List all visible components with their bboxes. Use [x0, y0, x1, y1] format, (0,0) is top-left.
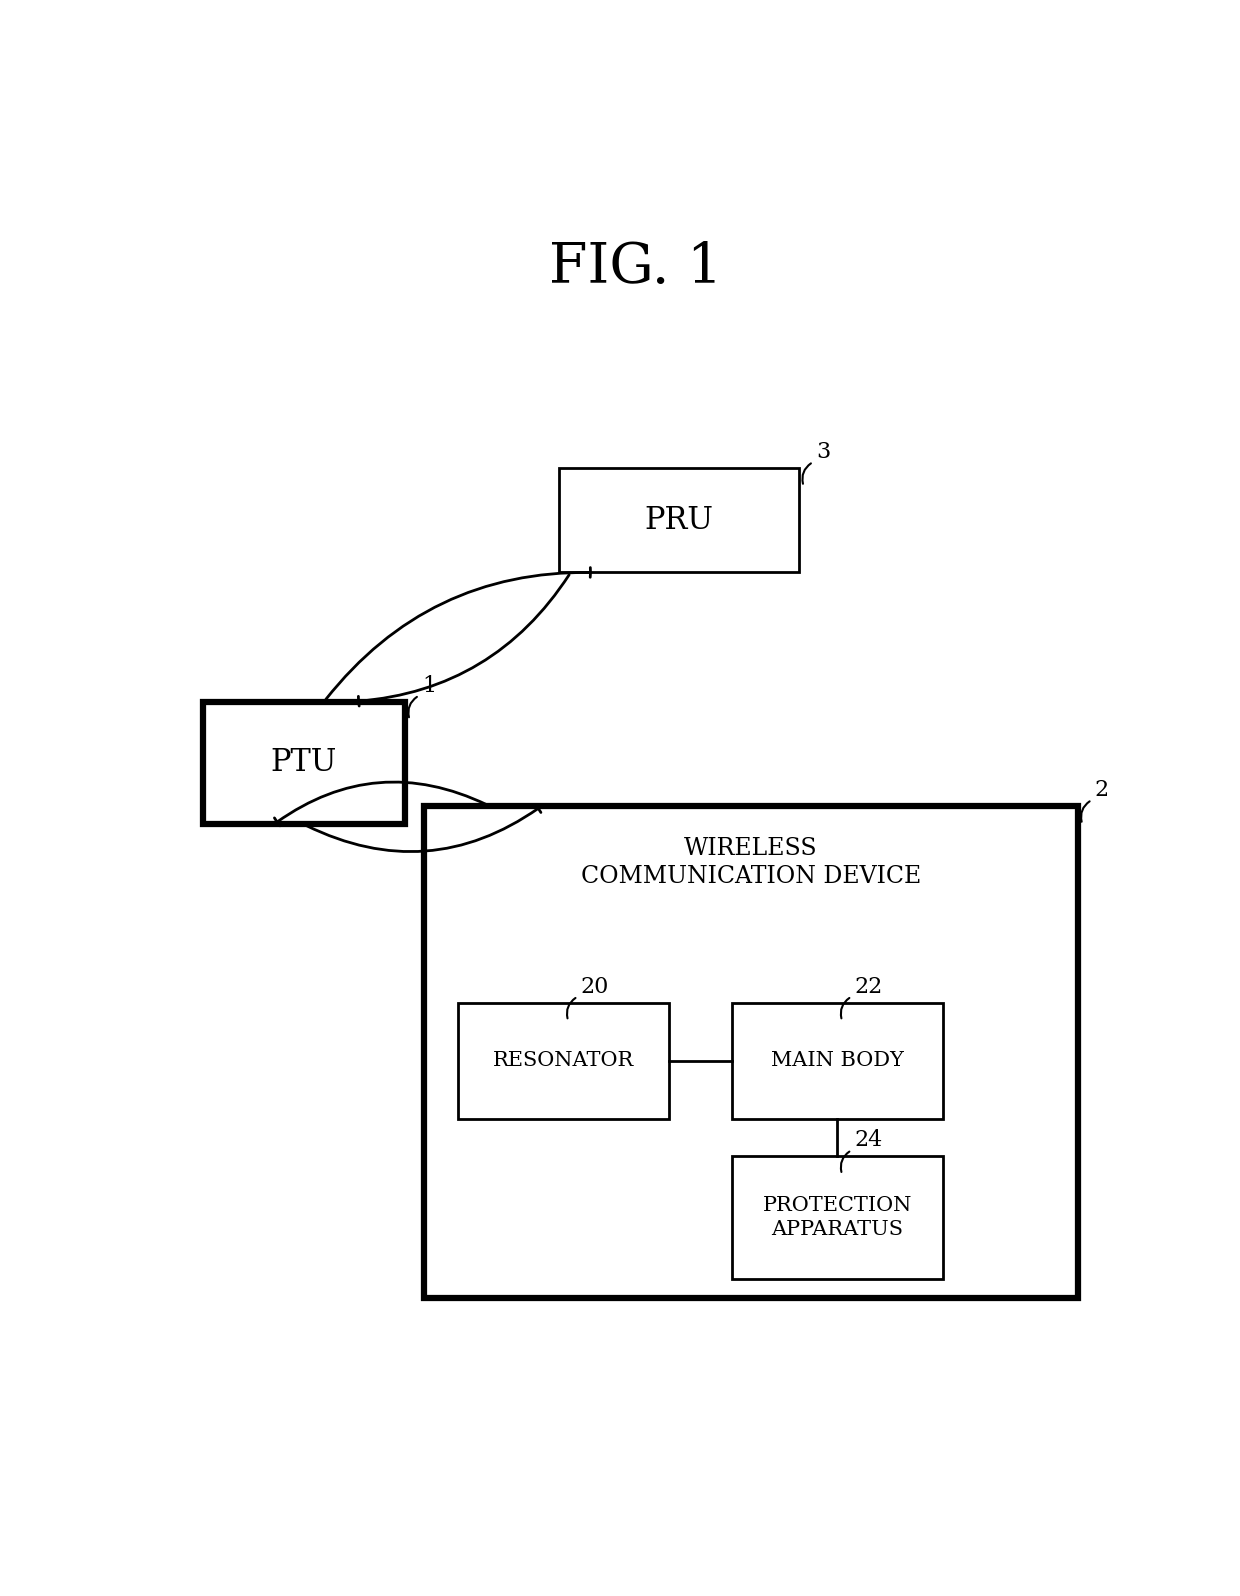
Text: 1: 1 [422, 675, 436, 697]
Bar [732, 1002, 942, 1119]
Text: PROTECTION
APPARATUS: PROTECTION APPARATUS [763, 1197, 911, 1238]
Text: WIRELESS
COMMUNICATION DEVICE: WIRELESS COMMUNICATION DEVICE [580, 836, 921, 887]
Text: PTU: PTU [270, 747, 337, 779]
Bar [558, 468, 799, 573]
Bar [424, 806, 1078, 1298]
Text: 2: 2 [1095, 779, 1109, 801]
Text: 20: 20 [580, 975, 609, 998]
Text: 22: 22 [854, 975, 883, 998]
Bar [732, 1156, 942, 1278]
Text: PRU: PRU [645, 504, 713, 536]
Text: 3: 3 [816, 440, 831, 463]
Bar [203, 702, 404, 825]
Text: 24: 24 [854, 1130, 883, 1151]
Text: RESONATOR: RESONATOR [492, 1052, 634, 1071]
Bar [458, 1002, 670, 1119]
Text: FIG. 1: FIG. 1 [549, 241, 722, 295]
Text: MAIN BODY: MAIN BODY [771, 1052, 904, 1071]
